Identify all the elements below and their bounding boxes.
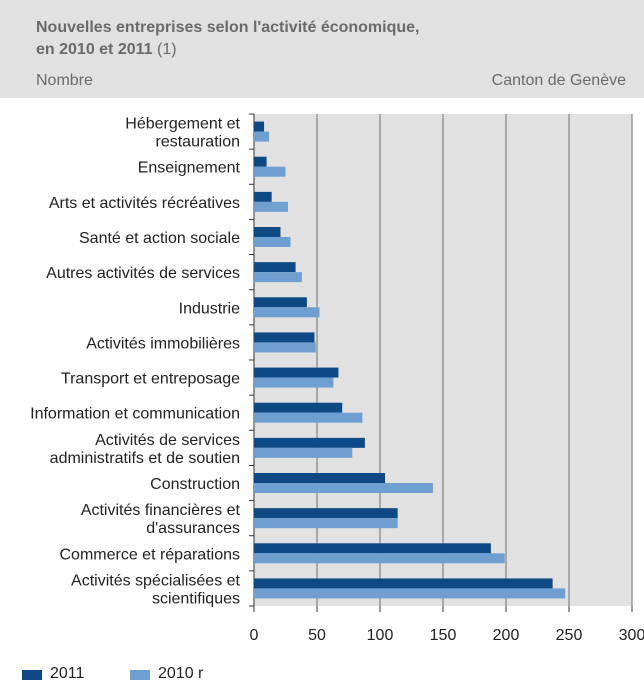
legend-swatch-2010 (130, 670, 150, 680)
category-label: Autres activités de services (46, 265, 240, 282)
category-label: administratifs et de soutien (50, 450, 240, 467)
bar-2010 (254, 237, 291, 247)
category-label: Santé et action sociale (79, 230, 240, 247)
bar-2011 (254, 191, 272, 202)
category-label: Commerce et réparations (59, 546, 240, 563)
bar-2010 (254, 307, 320, 318)
bar-2011 (254, 543, 491, 554)
bar-2011 (254, 402, 343, 413)
category-label: scientifiques (152, 590, 240, 607)
chart-title-line-2: en 2010 et 2011 (36, 41, 153, 58)
category-label: Enseignement (138, 160, 241, 177)
x-tick-label: 100 (367, 627, 394, 644)
bar-2010 (254, 342, 316, 353)
category-label: Transport et entreposage (61, 371, 240, 388)
legend-swatch-2011 (22, 670, 42, 680)
bar-2011 (254, 473, 386, 483)
bar-2010 (254, 588, 566, 599)
category-label: restauration (156, 134, 241, 151)
chart-unit: Nombre (36, 72, 93, 89)
bar-2011 (254, 262, 296, 273)
chart-title-note: (1) (157, 41, 177, 58)
bar-2011 (254, 578, 553, 589)
bar-2010 (254, 412, 363, 423)
x-tick-label: 50 (308, 627, 326, 644)
chart-title: Nouvelles entreprises selon l'activité é… (36, 17, 626, 61)
x-tick-label: 300 (619, 627, 644, 644)
bar-chart: 0 50 100 150 200 250 300 Hébergement etrestaura… (30, 113, 644, 644)
bar-2010 (254, 272, 302, 283)
category-label: Information et communication (30, 406, 240, 423)
bar-2010 (254, 518, 398, 529)
bar-2010 (254, 483, 433, 493)
bar-2010 (254, 201, 289, 212)
bar-2011 (254, 297, 307, 308)
bar-2010 (254, 447, 353, 458)
bar-2010 (254, 166, 286, 177)
category-label: Activités de services (95, 432, 240, 449)
bar-2011 (254, 332, 315, 343)
bar-2011 (254, 367, 339, 378)
bar-2011 (254, 156, 267, 167)
legend-label-2011: 2011 (50, 665, 85, 682)
category-label: Industrie (179, 300, 240, 317)
bar-2010 (254, 553, 505, 564)
bar-2011 (254, 227, 281, 237)
category-label: Construction (150, 476, 240, 493)
category-label: Activités immobilières (86, 335, 240, 352)
chart-header: Nouvelles entreprises selon l'activité é… (0, 0, 644, 98)
bar-2010 (254, 131, 270, 142)
category-label: Activités financières et (81, 502, 241, 519)
category-label: Activités spécialisées et (71, 572, 241, 589)
category-label: Hébergement et (125, 116, 240, 133)
legend-label-2010: 2010 r (158, 665, 204, 682)
x-tick-label: 250 (556, 627, 583, 644)
x-tick-label: 200 (493, 627, 520, 644)
category-label: d'assurances (146, 520, 240, 537)
bar-2011 (254, 437, 365, 448)
bar-2011 (254, 121, 265, 132)
bar-2010 (254, 377, 334, 388)
category-label: Arts et activités récréatives (49, 195, 240, 212)
chart-title-line-1: Nouvelles entreprises selon l'activité é… (36, 19, 420, 36)
chart-region: Canton de Genève (491, 72, 626, 89)
x-tick-label: 0 (250, 627, 259, 644)
x-tick-label: 150 (430, 627, 457, 644)
bar-2011 (254, 508, 398, 519)
